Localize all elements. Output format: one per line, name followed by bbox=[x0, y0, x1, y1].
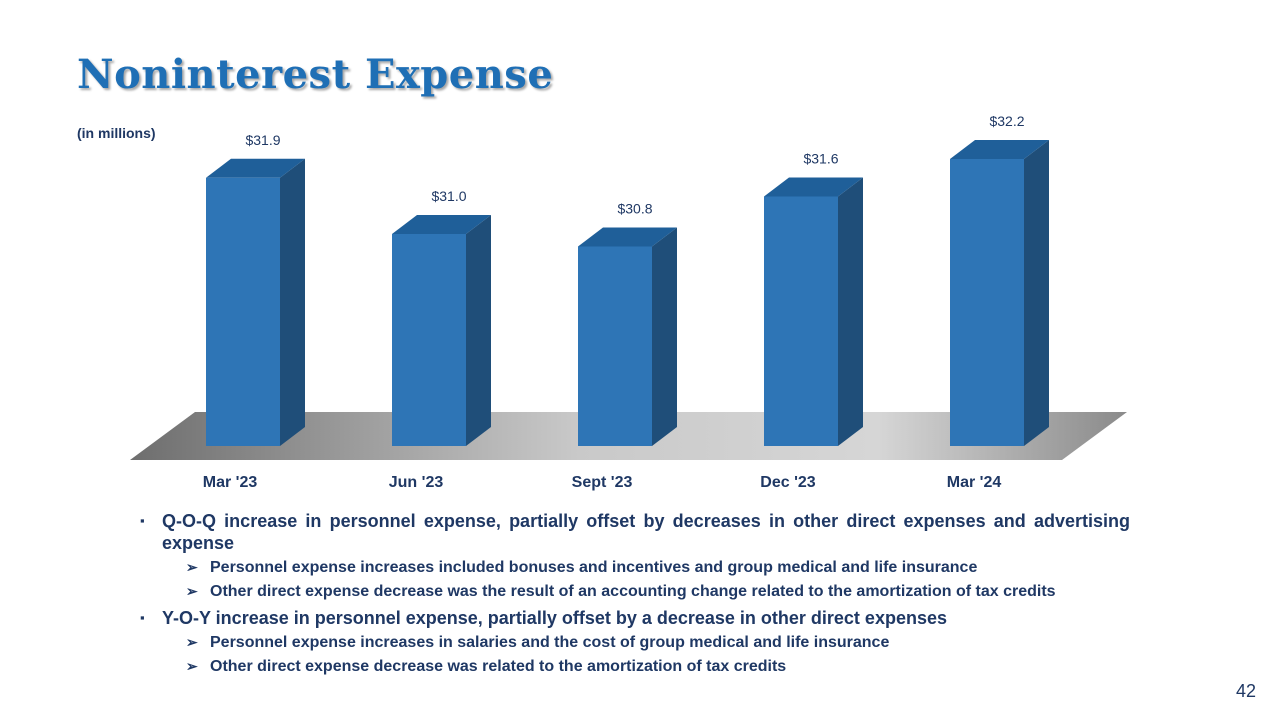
bar-front bbox=[578, 246, 652, 446]
sub-bullet-text: Other direct expense decrease was the re… bbox=[210, 583, 1056, 600]
category-label: Mar '24 bbox=[947, 474, 1002, 491]
expense-bar-chart: $31.9 $31.0 $30.8 $31.6 $32.2 Mar '23 Jun '23… bbox=[130, 113, 1127, 491]
bar-side bbox=[280, 158, 305, 446]
bar bbox=[578, 227, 677, 446]
sub-bullets: ➢ Personnel expense increases in salarie… bbox=[140, 633, 1130, 676]
bar-top bbox=[764, 177, 863, 197]
sub-bullet: ➢ Personnel expense increases included b… bbox=[140, 558, 1130, 577]
arrow-bullet-icon: ➢ bbox=[186, 658, 198, 674]
category-label: Dec '23 bbox=[760, 474, 816, 491]
value-labels-group: $31.9 $31.0 $30.8 $31.6 $32.2 bbox=[245, 113, 1024, 217]
bar-top bbox=[950, 140, 1049, 159]
square-bullet-icon: ▪ bbox=[140, 610, 145, 625]
sub-bullet-text: Personnel expense increases included bon… bbox=[210, 559, 978, 576]
bar-top bbox=[578, 227, 677, 247]
bar-side bbox=[466, 215, 491, 446]
bar-side bbox=[1024, 140, 1049, 446]
bar-side bbox=[652, 227, 677, 446]
bar-front bbox=[950, 159, 1024, 446]
sub-bullets: ➢ Personnel expense increases included b… bbox=[140, 558, 1130, 601]
bullet-text: Q-O-Q increase in personnel expense, par… bbox=[162, 511, 1130, 553]
bar bbox=[950, 140, 1049, 446]
category-labels-group: Mar '23 Jun '23 Sept '23 Dec '23 Mar '24 bbox=[203, 474, 1002, 491]
value-label: $31.0 bbox=[431, 188, 466, 204]
units-note: (in millions) bbox=[77, 125, 156, 141]
bar-top bbox=[392, 215, 491, 234]
bar bbox=[392, 215, 491, 446]
arrow-bullet-icon: ➢ bbox=[186, 583, 198, 599]
square-bullet-icon: ▪ bbox=[140, 513, 145, 528]
arrow-bullet-icon: ➢ bbox=[186, 559, 198, 575]
bar-side bbox=[838, 177, 863, 446]
category-label: Jun '23 bbox=[389, 474, 444, 491]
bullet-text: Y-O-Y increase in personnel expense, par… bbox=[162, 608, 947, 628]
bullet-yoy: ▪ Y-O-Y increase in personnel expense, p… bbox=[140, 607, 1130, 629]
commentary: ▪ Q-O-Q increase in personnel expense, p… bbox=[140, 510, 1130, 681]
category-label: Mar '23 bbox=[203, 474, 258, 491]
page-number: 42 bbox=[1235, 681, 1256, 701]
bullet-qoq: ▪ Q-O-Q increase in personnel expense, p… bbox=[140, 510, 1130, 554]
sub-bullet-text: Other direct expense decrease was relate… bbox=[210, 658, 787, 675]
bar-top bbox=[206, 158, 305, 178]
value-label: $31.9 bbox=[245, 132, 280, 148]
bar-front bbox=[764, 196, 838, 446]
sub-bullet: ➢ Other direct expense decrease was the … bbox=[140, 582, 1130, 601]
sub-bullet-text: Personnel expense increases in salaries … bbox=[210, 634, 890, 651]
sub-bullet: ➢ Personnel expense increases in salarie… bbox=[140, 633, 1130, 652]
bar-front bbox=[392, 234, 466, 446]
value-label: $30.8 bbox=[617, 201, 652, 217]
arrow-bullet-icon: ➢ bbox=[186, 634, 198, 650]
sub-bullet: ➢ Other direct expense decrease was rela… bbox=[140, 657, 1130, 676]
category-label: Sept '23 bbox=[572, 474, 633, 491]
bar bbox=[206, 158, 305, 446]
bars-group bbox=[206, 140, 1049, 446]
value-label: $32.2 bbox=[989, 113, 1024, 129]
value-label: $31.6 bbox=[803, 151, 838, 167]
bar-front bbox=[206, 177, 280, 446]
slide-title: Noninterest Expense bbox=[77, 51, 554, 98]
bar bbox=[764, 177, 863, 446]
